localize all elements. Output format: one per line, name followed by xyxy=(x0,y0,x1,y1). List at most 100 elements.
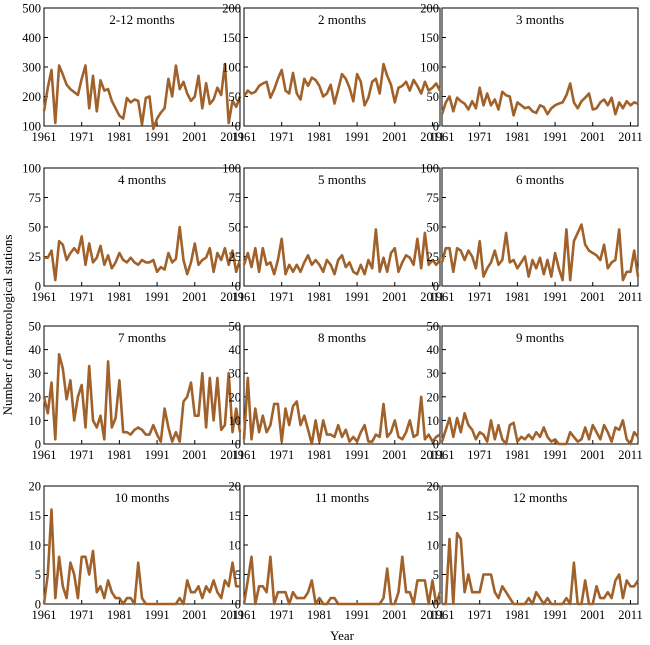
panel-7: 0 10 20 30 40 50 1961 1971 1981 1991 2001 2011 7 mon… xyxy=(29,320,245,463)
x-tick-label: 2001 xyxy=(182,290,207,304)
y-tick-label: 20 xyxy=(29,390,42,404)
y-tick-label: 15 xyxy=(427,509,440,523)
y-tick-label: 75 xyxy=(29,191,42,205)
x-tick-label: 2001 xyxy=(182,608,207,622)
panel-title: 8 months xyxy=(318,330,366,345)
y-tick-label: 10 xyxy=(427,414,440,428)
y-tick-label: 5 xyxy=(235,568,241,582)
y-tick-label: 10 xyxy=(29,539,42,553)
y-tick-label: 100 xyxy=(22,120,41,134)
x-tick-label: 1961 xyxy=(232,130,257,144)
y-tick-label: 30 xyxy=(229,367,242,381)
y-tick-label: 15 xyxy=(29,509,42,523)
y-tick-label: 40 xyxy=(229,343,242,357)
y-tick-label: 10 xyxy=(427,539,440,553)
x-tick-label: 1961 xyxy=(232,448,257,462)
y-tick-label: 0 xyxy=(235,598,241,612)
x-tick-label: 2001 xyxy=(182,448,207,462)
x-tick-label: 2001 xyxy=(382,448,407,462)
y-tick-label: 40 xyxy=(29,343,42,357)
y-tick-label: 0 xyxy=(35,280,41,294)
panel-title: 5 months xyxy=(318,172,366,187)
series-line xyxy=(42,508,240,606)
y-tick-label: 50 xyxy=(427,320,440,334)
series-line xyxy=(440,411,640,446)
y-tick-label: 25 xyxy=(29,250,42,264)
x-tick-label: 2011 xyxy=(420,448,445,462)
y-tick-label: 0 xyxy=(433,280,439,294)
x-tick-label: 1991 xyxy=(345,448,370,462)
y-tick-label: 5 xyxy=(433,568,439,582)
y-tick-label: 20 xyxy=(229,390,242,404)
x-tick-label: 1971 xyxy=(69,448,94,462)
x-tick-label: 1971 xyxy=(467,130,492,144)
series-line xyxy=(42,352,242,443)
y-tick-label: 100 xyxy=(420,61,439,75)
panel-6: 0 25 50 75 100 1961 1971 1981 1991 2001 2011 6 mont… xyxy=(420,162,642,305)
panel-3: 0 50 100 150 200 1961 1971 1981 1991 2001 2011 3 mo… xyxy=(420,2,642,145)
panel-frame xyxy=(441,325,639,445)
y-tick-label: 0 xyxy=(235,120,241,134)
panel-12: 0 5 10 15 20 1961 1971 1981 1991 2001 2011 12 month… xyxy=(427,480,643,623)
x-tick-label: 1961 xyxy=(430,608,455,622)
y-tick-label: 20 xyxy=(229,480,242,494)
y-tick-label: 0 xyxy=(433,120,439,134)
x-tick-label: 1991 xyxy=(145,608,170,622)
x-tick-label: 1981 xyxy=(307,130,332,144)
x-tick-label: 1961 xyxy=(232,608,257,622)
series-line xyxy=(242,376,441,446)
y-tick-label: 100 xyxy=(222,61,241,75)
y-tick-label: 0 xyxy=(35,598,41,612)
y-tick-label: 10 xyxy=(229,414,242,428)
x-tick-label: 2001 xyxy=(182,130,207,144)
y-tick-label: 75 xyxy=(229,191,242,205)
y-tick-label: 100 xyxy=(22,162,41,176)
panel-frame xyxy=(43,325,241,445)
y-tick-label: 400 xyxy=(22,31,41,45)
panel-title: 12 months xyxy=(513,490,568,505)
x-tick-label: 1961 xyxy=(32,290,57,304)
x-tick-label: 1971 xyxy=(69,130,94,144)
x-tick-label: 2011 xyxy=(220,448,245,462)
series-line xyxy=(44,225,242,282)
panel-title: 11 months xyxy=(315,490,369,505)
series-line xyxy=(42,62,242,131)
y-tick-label: 0 xyxy=(433,598,439,612)
y-tick-label: 50 xyxy=(229,90,242,104)
y-tick-label: 100 xyxy=(420,162,439,176)
y-tick-label: 30 xyxy=(427,367,440,381)
x-tick-label: 1971 xyxy=(269,448,294,462)
x-tick-label: 2011 xyxy=(420,608,445,622)
y-tick-label: 50 xyxy=(29,320,42,334)
x-tick-label: 1991 xyxy=(543,290,568,304)
y-tick-label: 20 xyxy=(427,480,440,494)
y-tick-label: 0 xyxy=(433,438,439,452)
x-tick-label: 1981 xyxy=(107,290,132,304)
x-tick-label: 1961 xyxy=(430,448,455,462)
y-tick-label: 100 xyxy=(222,162,241,176)
x-tick-label: 1991 xyxy=(145,130,170,144)
x-tick-label: 1961 xyxy=(32,608,57,622)
x-tick-label: 2011 xyxy=(420,290,445,304)
y-tick-label: 300 xyxy=(22,61,41,75)
panel-title: 2-12 months xyxy=(109,12,174,27)
x-tick-label: 1991 xyxy=(345,130,370,144)
x-tick-label: 1971 xyxy=(269,608,294,622)
x-tick-label: 1961 xyxy=(32,448,57,462)
y-tick-label: 30 xyxy=(29,367,42,381)
x-tick-label: 1991 xyxy=(345,290,370,304)
panel-title: 6 months xyxy=(516,172,564,187)
x-tick-label: 1991 xyxy=(543,130,568,144)
x-tick-label: 1981 xyxy=(307,290,332,304)
y-tick-label: 150 xyxy=(222,31,241,45)
x-tick-label: 2011 xyxy=(220,130,245,144)
series-line xyxy=(242,555,442,606)
panel-5: 0 25 50 75 100 1961 1971 1981 1991 2001 2011 5 mont… xyxy=(222,162,444,305)
y-tick-label: 0 xyxy=(35,438,41,452)
x-tick-label: 1971 xyxy=(69,608,94,622)
series-line xyxy=(440,82,639,117)
x-tick-label: 2001 xyxy=(382,290,407,304)
x-tick-label: 2011 xyxy=(220,290,245,304)
